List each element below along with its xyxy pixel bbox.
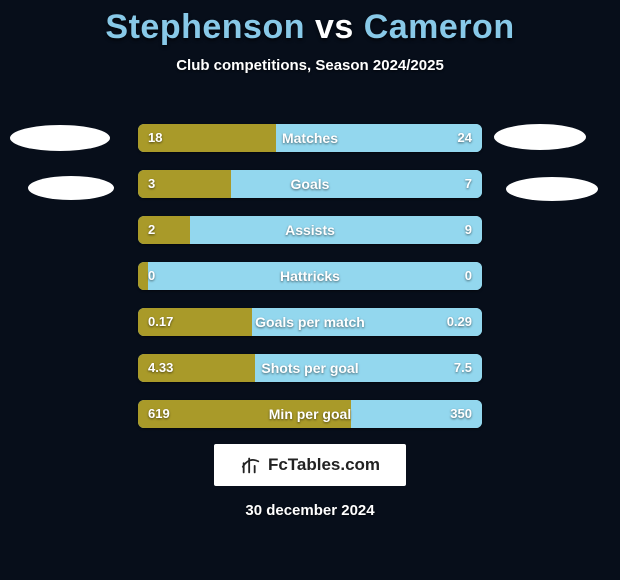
date-text: 30 december 2024 <box>0 502 620 519</box>
stat-row: 00Hattricks <box>138 262 482 290</box>
stat-label: Shots per goal <box>138 354 482 382</box>
stat-label: Goals <box>138 170 482 198</box>
stat-row: 1824Matches <box>138 124 482 152</box>
avatar-placeholder <box>10 125 110 151</box>
stat-row: 619350Min per goal <box>138 400 482 428</box>
branding-text: FcTables.com <box>268 455 380 475</box>
player-left-name: Stephenson <box>105 8 305 46</box>
player-right-name: Cameron <box>364 8 515 46</box>
stats-panel: 1824Matches 37Goals 29Assists 00Hattricks 0.… <box>138 124 482 446</box>
stat-label: Assists <box>138 216 482 244</box>
stat-label: Goals per match <box>138 308 482 336</box>
stat-row: 0.170.29Goals per match <box>138 308 482 336</box>
stat-label: Matches <box>138 124 482 152</box>
page-title: Stephenson vs Cameron <box>0 0 620 47</box>
subtitle: Club competitions, Season 2024/2025 <box>0 57 620 74</box>
stat-label: Min per goal <box>138 400 482 428</box>
stat-row: 37Goals <box>138 170 482 198</box>
stat-row: 29Assists <box>138 216 482 244</box>
stat-row: 4.337.5Shots per goal <box>138 354 482 382</box>
vs-text: vs <box>315 8 354 46</box>
branding-badge: FcTables.com <box>214 444 406 486</box>
stat-label: Hattricks <box>138 262 482 290</box>
avatar-placeholder <box>506 177 598 201</box>
branding-icon <box>240 454 262 476</box>
avatar-placeholder <box>494 124 586 150</box>
avatar-placeholder <box>28 176 114 200</box>
